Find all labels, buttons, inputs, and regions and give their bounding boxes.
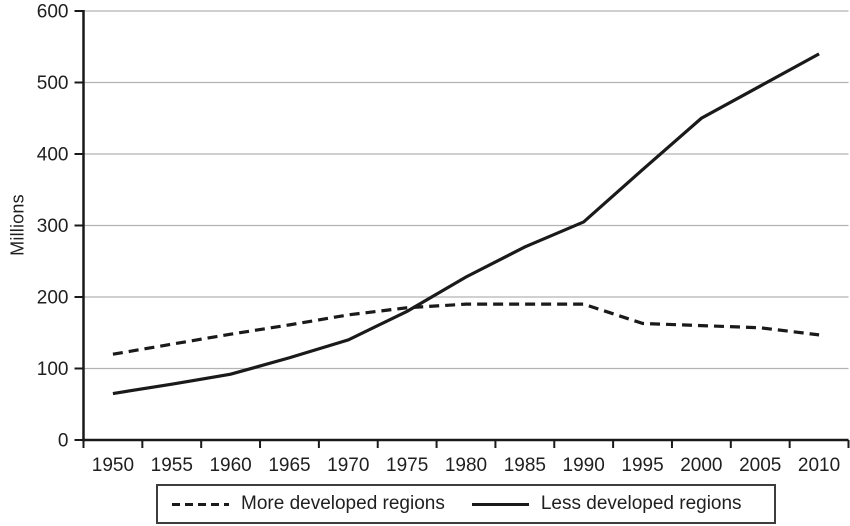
legend-label-less-developed: Less developed regions: [540, 493, 742, 514]
y-tick-label: 500: [37, 73, 69, 94]
x-tick-label: 2010: [798, 455, 840, 476]
y-tick-label: 0: [58, 431, 69, 452]
dashed-line-sample-icon: [172, 502, 229, 506]
x-tick-label: 1975: [386, 455, 428, 476]
series-line-dashed: [112, 302, 820, 356]
y-tick-label: 200: [37, 288, 69, 309]
x-tick-label: 1970: [327, 455, 369, 476]
y-tick-label: 100: [37, 359, 69, 380]
y-tick-label: 600: [37, 2, 69, 23]
x-tick-label: 1950: [92, 455, 134, 476]
x-tick-label: 1965: [268, 455, 310, 476]
x-tick-label: 1990: [563, 455, 605, 476]
legend-item-less-developed: Less developed regions: [471, 493, 742, 515]
x-tick-label: 1955: [151, 455, 193, 476]
legend-label-more-developed: More developed regions: [241, 493, 445, 514]
legend-item-more-developed: More developed regions: [172, 493, 445, 515]
x-tick-label: 2000: [680, 455, 722, 476]
solid-line-sample-icon: [471, 502, 529, 506]
legend: More developed regions Less developed re…: [156, 484, 776, 524]
x-tick-label: 1960: [209, 455, 251, 476]
series-line-solid: [112, 52, 820, 396]
x-tick-label: 1995: [621, 455, 663, 476]
y-tick-label: 400: [37, 145, 69, 166]
x-tick-label: 2005: [739, 455, 781, 476]
y-axis-title: Millions: [7, 194, 28, 256]
x-tick-label: 1980: [445, 455, 487, 476]
x-tick-label: 1985: [504, 455, 546, 476]
y-tick-label: 300: [37, 216, 69, 237]
